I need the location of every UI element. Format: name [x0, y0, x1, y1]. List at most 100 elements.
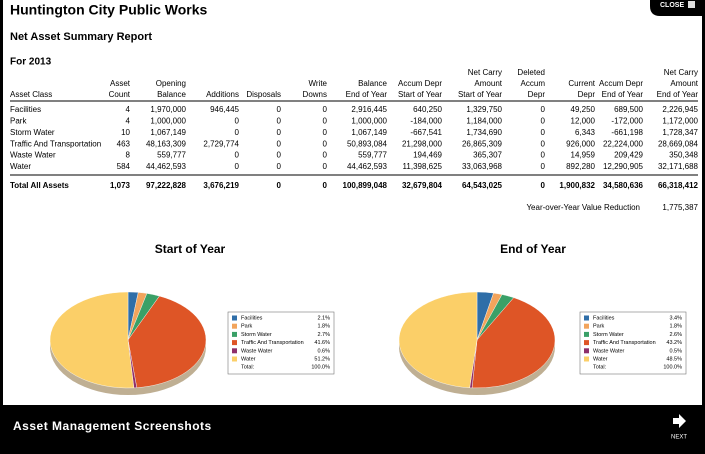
column-header: Depr: [528, 90, 546, 99]
legend-value: 0.6%: [317, 348, 330, 354]
legend-value: 0.5%: [669, 348, 682, 354]
table-cell: 689,500: [614, 105, 643, 114]
table-cell: 640,250: [413, 105, 442, 114]
legend-label: Traffic And Transportation: [593, 340, 656, 346]
legend-swatch: [584, 323, 589, 329]
table-cell: 1,172,000: [662, 117, 698, 126]
table-cell: 44,462,593: [146, 162, 187, 171]
table-cell: 0: [541, 117, 546, 126]
column-header: Opening: [156, 79, 186, 88]
footer-bar: [0, 405, 705, 454]
table-cell: 50,893,084: [347, 139, 388, 148]
table-cell: 1,067,149: [150, 128, 186, 137]
table-cell: 1,000,000: [150, 117, 186, 126]
table-cell: 0: [541, 105, 546, 114]
legend-value: 48.5%: [666, 356, 682, 362]
close-label[interactable]: CLOSE: [660, 2, 684, 9]
legend-label: Facilities: [593, 315, 615, 321]
total-cell: 0: [541, 181, 546, 190]
total-cell: 97,222,828: [146, 181, 187, 190]
column-header: Accum: [521, 79, 546, 88]
table-cell: 946,445: [210, 105, 239, 114]
legend-swatch: [584, 340, 589, 346]
legend-value: 41.6%: [314, 340, 330, 346]
table-cell: -661,198: [611, 128, 643, 137]
table-cell: 49,250: [571, 105, 596, 114]
table-cell: 33,063,968: [462, 162, 503, 171]
column-header: Asset: [110, 79, 131, 88]
table-cell: 0: [323, 117, 328, 126]
table-cell: 0: [235, 151, 240, 160]
legend-swatch: [584, 356, 589, 362]
table-cell: 2,729,774: [203, 139, 239, 148]
table-cell: 32,171,688: [658, 162, 699, 171]
table-cell: 1,067,149: [351, 128, 387, 137]
next-icon[interactable]: [673, 414, 686, 428]
column-header: Net Carry: [664, 68, 698, 77]
column-header: Balance: [157, 90, 186, 99]
pie-slice: [471, 297, 556, 389]
column-header: Additions: [206, 90, 239, 99]
table-cell: 0: [277, 128, 282, 137]
column-header: Asset Class: [10, 90, 52, 99]
legend-swatch: [584, 348, 589, 354]
table-cell: 0: [235, 162, 240, 171]
legend-swatch: [232, 331, 237, 337]
table-cell: 21,298,000: [402, 139, 443, 148]
legend-label: Waste Water: [593, 348, 625, 354]
column-header: Current: [568, 79, 595, 88]
column-header: Disposals: [246, 90, 281, 99]
table-cell: 10: [121, 128, 130, 137]
table-cell: 1,329,750: [466, 105, 502, 114]
total-cell: 1,073: [110, 181, 131, 190]
table-cell: 0: [323, 139, 328, 148]
column-header: End of Year: [346, 90, 388, 99]
legend-value: 2.6%: [669, 332, 682, 338]
table-cell: 0: [277, 117, 282, 126]
legend-total-label: Total:: [593, 365, 607, 371]
table-cell: 4: [126, 117, 131, 126]
legend-total-value: 100.0%: [311, 365, 330, 371]
total-cell: 66,318,412: [658, 181, 699, 190]
pie-slice: [127, 295, 207, 388]
legend-total-value: 100.0%: [663, 365, 682, 371]
next-label[interactable]: NEXT: [671, 435, 687, 441]
table-cell: 209,429: [614, 151, 643, 160]
legend-label: Storm Water: [241, 332, 272, 338]
table-cell: 0: [277, 151, 282, 160]
legend-swatch: [232, 348, 237, 354]
legend-label: Water: [593, 356, 608, 362]
legend-label: Facilities: [241, 315, 263, 321]
table-cell: 48,163,309: [146, 139, 187, 148]
table-cell: Waste Water: [10, 151, 56, 160]
column-header: Accum Depr: [398, 79, 442, 88]
table-cell: 892,280: [566, 162, 595, 171]
legend-total-label: Total:: [241, 365, 255, 371]
table-cell: 0: [323, 162, 328, 171]
column-header: End of Year: [602, 90, 644, 99]
table-cell: 365,307: [473, 151, 502, 160]
legend-label: Waste Water: [241, 348, 273, 354]
legend-value: 1.8%: [669, 324, 682, 330]
table-cell: Park: [10, 117, 27, 126]
page-title: Huntington City Public Works: [10, 2, 208, 18]
table-cell: 22,224,000: [603, 139, 644, 148]
table-cell: 2,916,445: [351, 105, 387, 114]
table-cell: Facilities: [10, 105, 41, 114]
column-header: Count: [109, 90, 131, 99]
column-header: Amount: [670, 79, 698, 88]
close-icon[interactable]: [688, 1, 695, 8]
total-cell: 1,900,832: [559, 181, 595, 190]
table-cell: 4: [126, 105, 131, 114]
table-cell: 2,226,945: [662, 105, 698, 114]
table-cell: 350,348: [669, 151, 698, 160]
legend-box: [227, 311, 335, 375]
column-header: Depr: [578, 90, 596, 99]
legend-value: 2.7%: [317, 332, 330, 338]
column-header: End of Year: [657, 90, 699, 99]
legend-label: Park: [241, 324, 253, 330]
legend-swatch: [232, 340, 237, 346]
reduction-label: Year-over-Year Value Reduction: [526, 203, 640, 212]
table-cell: -667,541: [410, 128, 442, 137]
table-cell: 0: [235, 128, 240, 137]
